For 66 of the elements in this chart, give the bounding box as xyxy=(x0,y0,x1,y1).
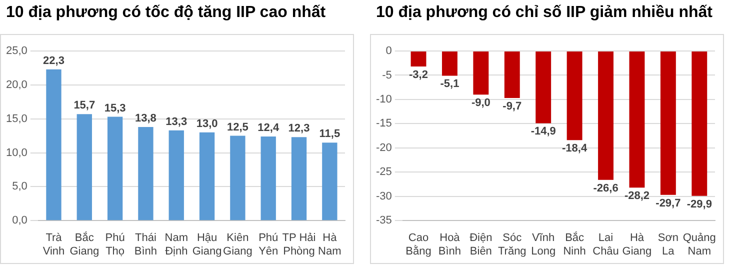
y-tick-label: -25 xyxy=(376,166,392,178)
data-label: -29,9 xyxy=(686,198,712,210)
y-tick-label: -5 xyxy=(382,69,392,82)
y-tick-label: 20,0 xyxy=(6,78,28,91)
x-tick-label: Hà Nam xyxy=(318,232,342,258)
x-tick-label: Lai Châu xyxy=(592,232,619,258)
bar xyxy=(76,114,92,220)
x-tick-label: Phú Yên xyxy=(258,232,278,258)
x-tick-label: Hoà Bình xyxy=(438,232,462,258)
y-tick-label: 10,0 xyxy=(6,146,28,159)
x-tick-label: TP Hải Phòng xyxy=(282,232,316,258)
data-label: 12,5 xyxy=(226,121,248,134)
data-label: -3,2 xyxy=(409,69,428,82)
bar xyxy=(322,142,338,220)
bar xyxy=(291,137,307,220)
data-label: -9,0 xyxy=(471,97,490,110)
bar xyxy=(168,130,184,220)
x-tick-label: Bắc Giang xyxy=(70,231,100,258)
bar xyxy=(199,132,215,220)
data-label: -28,2 xyxy=(624,190,650,202)
data-label: 11,5 xyxy=(319,128,340,140)
y-tick-label: -10 xyxy=(376,93,392,106)
x-tick-label: Kiên Giang xyxy=(223,232,252,258)
bar xyxy=(138,126,154,220)
y-tick-label: -20 xyxy=(376,142,392,154)
y-tick-label: 0 xyxy=(386,45,392,58)
x-tick-label: Thái Bình xyxy=(134,232,158,258)
data-label: -9,7 xyxy=(502,100,522,113)
x-tick-label: Phú Thọ xyxy=(105,232,125,258)
bar xyxy=(260,136,276,220)
x-tick-label: Nam Định xyxy=(164,232,188,258)
data-label: 15,3 xyxy=(104,102,126,114)
data-label: 12,3 xyxy=(288,122,310,135)
data-label: 15,7 xyxy=(74,100,96,112)
x-tick-label: Sơn La xyxy=(658,232,679,258)
x-tick-label: Quảng Nam xyxy=(682,232,716,258)
y-tick-label: 5,0 xyxy=(12,180,28,193)
data-label: -5,1 xyxy=(440,78,460,90)
bar xyxy=(230,136,246,220)
y-tick-label: 25,0 xyxy=(6,45,28,58)
bar xyxy=(107,116,123,220)
y-tick-label: -15 xyxy=(376,118,392,130)
data-label: -29,7 xyxy=(656,197,681,210)
x-tick-label: Sóc Trăng xyxy=(498,232,526,258)
x-tick-label: Hà Giang xyxy=(622,232,652,258)
x-tick-label: Bắc Ninh xyxy=(563,231,586,258)
data-label: 13,0 xyxy=(196,118,218,130)
data-label: -26,6 xyxy=(593,182,618,194)
bar xyxy=(46,69,62,220)
data-label: -14,9 xyxy=(530,126,556,138)
y-tick-label: -30 xyxy=(376,190,392,202)
x-tick-label: Trà Vinh xyxy=(42,232,65,258)
y-tick-label: 0,0 xyxy=(12,214,28,227)
y-tick-label: -35 xyxy=(376,214,392,227)
x-tick-label: Cao Bằng xyxy=(406,232,432,258)
x-tick-label: Vĩnh Long xyxy=(531,232,556,258)
chart-title: 10 địa phương có tốc độ tăng IIP cao nhất xyxy=(5,3,327,23)
data-label: -18,4 xyxy=(562,142,588,155)
y-tick-label: 15,0 xyxy=(6,112,28,125)
x-tick-label: Hậu Giang xyxy=(192,232,222,258)
data-label: 13,3 xyxy=(166,116,188,128)
x-tick-label: Điện Biên xyxy=(470,232,492,258)
chart-title: 10 địa phương có chỉ số IIP giảm nhiều nhất xyxy=(375,3,714,23)
data-label: 13,8 xyxy=(135,112,156,125)
data-label: 22,3 xyxy=(43,54,64,67)
data-label: 12,4 xyxy=(258,122,280,134)
